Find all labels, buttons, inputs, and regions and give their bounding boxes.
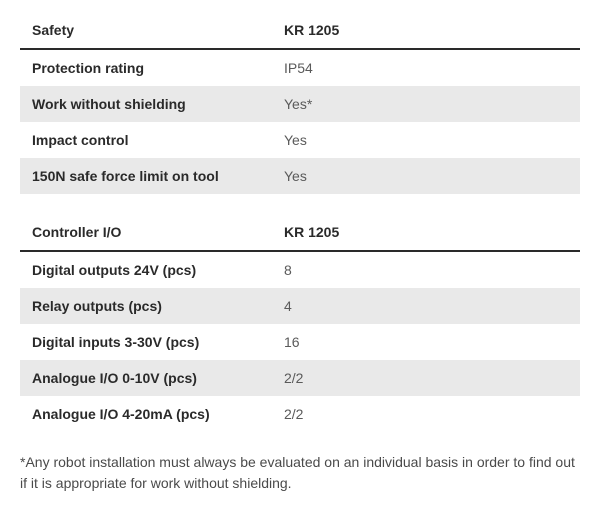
row-label: Analogue I/O 4-20mA (pcs) bbox=[20, 396, 272, 432]
table-header-label: Safety bbox=[20, 12, 272, 49]
row-label: Impact control bbox=[20, 122, 272, 158]
row-label: Protection rating bbox=[20, 49, 272, 86]
table-row: Work without shielding Yes* bbox=[20, 86, 580, 122]
controller-io-table: Controller I/O KR 1205 Digital outputs 2… bbox=[20, 214, 580, 432]
table-header-value: KR 1205 bbox=[272, 12, 580, 49]
row-value: Yes bbox=[272, 122, 580, 158]
row-label: Digital outputs 24V (pcs) bbox=[20, 251, 272, 288]
row-value: 4 bbox=[272, 288, 580, 324]
table-header-row: Safety KR 1205 bbox=[20, 12, 580, 49]
row-value: Yes bbox=[272, 158, 580, 194]
safety-table: Safety KR 1205 Protection rating IP54 Wo… bbox=[20, 12, 580, 194]
table-row: Impact control Yes bbox=[20, 122, 580, 158]
row-label: Work without shielding bbox=[20, 86, 272, 122]
table-row: Relay outputs (pcs) 4 bbox=[20, 288, 580, 324]
table-row: Analogue I/O 4-20mA (pcs) 2/2 bbox=[20, 396, 580, 432]
row-value: 16 bbox=[272, 324, 580, 360]
row-label: Relay outputs (pcs) bbox=[20, 288, 272, 324]
row-value: 2/2 bbox=[272, 396, 580, 432]
table-row: 150N safe force limit on tool Yes bbox=[20, 158, 580, 194]
table-row: Digital outputs 24V (pcs) 8 bbox=[20, 251, 580, 288]
row-value: Yes* bbox=[272, 86, 580, 122]
row-value: 2/2 bbox=[272, 360, 580, 396]
table-header-row: Controller I/O KR 1205 bbox=[20, 214, 580, 251]
footnote-text: *Any robot installation must always be e… bbox=[20, 452, 580, 494]
table-header-label: Controller I/O bbox=[20, 214, 272, 251]
table-row: Protection rating IP54 bbox=[20, 49, 580, 86]
table-row: Digital inputs 3-30V (pcs) 16 bbox=[20, 324, 580, 360]
row-value: 8 bbox=[272, 251, 580, 288]
row-label: Analogue I/O 0-10V (pcs) bbox=[20, 360, 272, 396]
table-row: Analogue I/O 0-10V (pcs) 2/2 bbox=[20, 360, 580, 396]
row-value: IP54 bbox=[272, 49, 580, 86]
table-header-value: KR 1205 bbox=[272, 214, 580, 251]
row-label: Digital inputs 3-30V (pcs) bbox=[20, 324, 272, 360]
row-label: 150N safe force limit on tool bbox=[20, 158, 272, 194]
